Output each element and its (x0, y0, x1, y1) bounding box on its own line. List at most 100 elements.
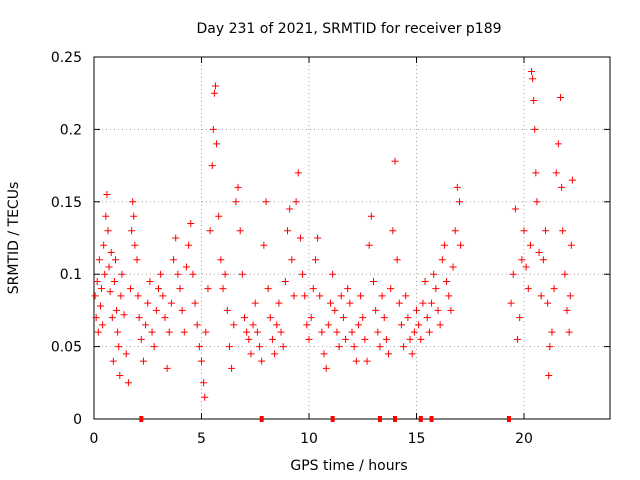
data-point (545, 372, 553, 380)
data-point (266, 314, 274, 322)
data-point (117, 292, 125, 300)
data-point (129, 198, 137, 206)
data-point (95, 256, 103, 264)
data-point (238, 270, 246, 278)
data-point (191, 299, 199, 307)
data-point (566, 292, 574, 300)
data-point (404, 314, 412, 322)
data-point (447, 306, 455, 314)
x-tick-label: 5 (197, 431, 206, 447)
data-point (155, 285, 162, 293)
data-point (106, 288, 114, 296)
data-point (122, 350, 130, 358)
data-point (271, 350, 279, 358)
data-point (210, 89, 218, 97)
data-point (161, 314, 169, 322)
data-point (91, 292, 99, 300)
data-points (91, 67, 576, 422)
data-point (200, 379, 208, 387)
data-point (211, 82, 219, 90)
data-point (451, 227, 459, 235)
data-point (449, 263, 457, 271)
zero-marker (330, 416, 335, 422)
data-point (93, 277, 101, 285)
data-point (413, 306, 420, 314)
data-point (443, 277, 451, 285)
data-point (281, 277, 289, 285)
data-point (245, 335, 253, 343)
y-tick-label: 0.1 (60, 267, 82, 283)
zero-marker (506, 416, 511, 422)
data-point (376, 343, 384, 351)
x-tick-label: 20 (515, 431, 533, 447)
data-point (102, 212, 110, 220)
data-point (247, 350, 255, 358)
data-point (187, 220, 195, 228)
data-point (131, 241, 139, 249)
zero-marker (377, 416, 382, 422)
data-point (314, 234, 322, 242)
data-point (249, 321, 257, 329)
data-point (174, 270, 182, 278)
data-point (288, 256, 296, 264)
y-axis-label: SRMTID / TECUs (6, 182, 22, 295)
data-point (428, 299, 436, 307)
data-point (96, 302, 104, 310)
data-point (380, 314, 388, 322)
data-point (365, 241, 373, 249)
data-point (264, 285, 272, 293)
data-point (114, 328, 122, 336)
data-point (296, 234, 304, 242)
y-tick-label: 0 (73, 412, 82, 428)
data-point (324, 321, 332, 329)
data-point (251, 299, 259, 307)
data-point (148, 328, 156, 336)
data-point (387, 285, 395, 293)
data-point (307, 314, 315, 322)
data-point (520, 227, 528, 235)
data-point (290, 292, 298, 300)
data-point (139, 357, 147, 365)
data-point (144, 299, 152, 307)
data-point (359, 314, 367, 322)
data-point (419, 299, 427, 307)
data-point (301, 292, 309, 300)
data-point (309, 285, 317, 293)
data-point (548, 328, 556, 336)
data-point (406, 335, 414, 343)
data-point (236, 227, 244, 235)
data-point (189, 270, 197, 278)
data-point (539, 256, 547, 264)
data-point (167, 299, 175, 307)
data-point (202, 328, 210, 336)
data-point (563, 306, 571, 314)
data-point (142, 321, 150, 329)
data-point (221, 270, 229, 278)
data-point (178, 306, 186, 314)
data-point (219, 285, 227, 293)
data-point (299, 270, 307, 278)
data-point (311, 256, 319, 264)
x-tick-label: 15 (408, 431, 426, 447)
data-point (542, 227, 549, 235)
data-point (518, 256, 526, 264)
data-point (180, 328, 188, 336)
data-point (286, 205, 294, 213)
data-point (357, 292, 365, 300)
data-point (344, 285, 352, 293)
data-point (206, 227, 214, 235)
data-point (258, 357, 266, 365)
data-point (550, 285, 558, 293)
x-tick-label: 10 (300, 431, 318, 447)
data-point (268, 335, 276, 343)
data-point (318, 328, 326, 336)
data-point (273, 321, 281, 329)
data-point (198, 357, 205, 365)
data-point (346, 299, 354, 307)
data-point (322, 364, 330, 372)
data-point (374, 328, 382, 336)
data-point (217, 256, 225, 264)
data-point (402, 292, 410, 300)
data-point (526, 241, 534, 249)
